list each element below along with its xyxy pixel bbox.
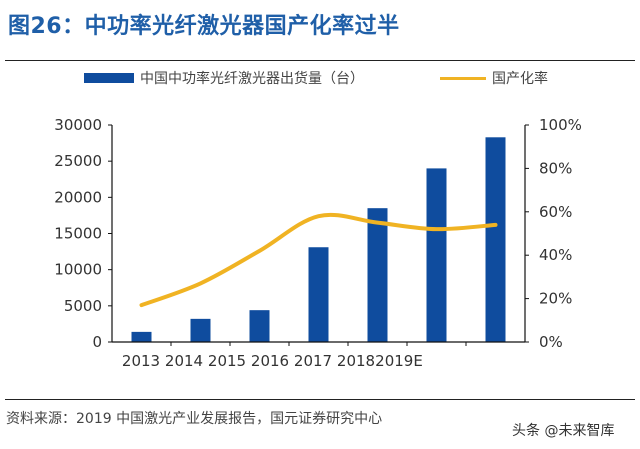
localization-rate-line xyxy=(139,212,498,308)
x-tick-label: 2018 xyxy=(337,352,375,370)
left-tick-label: 15000 xyxy=(54,225,102,243)
left-tick-label: 10000 xyxy=(54,261,102,279)
watermark: 头条 @未来智库 xyxy=(512,423,615,439)
bar-2017 xyxy=(367,208,388,342)
legend-line-swatch xyxy=(440,77,486,80)
bar-2019E xyxy=(485,137,506,342)
right-tick-label: 0% xyxy=(539,333,563,351)
right-tick-label: 40% xyxy=(539,246,572,264)
legend-bar-label: 中国中功率光纤激光器出货量（台） xyxy=(140,70,364,87)
x-tick-label: 2016 xyxy=(251,352,289,370)
right-tick-label: 100% xyxy=(539,116,582,134)
x-tick-label: 2017 xyxy=(294,352,332,370)
x-tick-label: 2013 xyxy=(122,352,160,370)
chart-title: 图26：中功率光纤激光器国产化率过半 xyxy=(8,14,400,39)
bar-2015 xyxy=(249,310,270,342)
footer-divider xyxy=(5,399,635,400)
source-note: 资料来源：2019 中国激光产业发展报告，国元证券研究中心 xyxy=(6,411,383,427)
right-tick-label: 20% xyxy=(539,290,572,308)
left-tick-label: 0 xyxy=(92,333,102,351)
left-tick-label: 25000 xyxy=(54,152,102,170)
x-tick-label: 2019E xyxy=(375,352,423,370)
x-tick-label: 2014 xyxy=(165,352,203,370)
left-tick-label: 20000 xyxy=(54,188,102,206)
right-tick-label: 60% xyxy=(539,203,572,221)
x-tick-label: 2015 xyxy=(208,352,246,370)
bar-2016 xyxy=(308,247,329,342)
bar-2018 xyxy=(426,168,447,342)
title-divider xyxy=(5,60,635,61)
legend-bar-swatch xyxy=(84,73,134,83)
bar-2013 xyxy=(131,331,152,342)
legend-line-label: 国产化率 xyxy=(492,70,548,87)
left-tick-label: 30000 xyxy=(54,116,102,134)
bar-2014 xyxy=(190,318,211,342)
right-tick-label: 80% xyxy=(539,159,572,177)
left-tick-label: 5000 xyxy=(64,297,102,315)
